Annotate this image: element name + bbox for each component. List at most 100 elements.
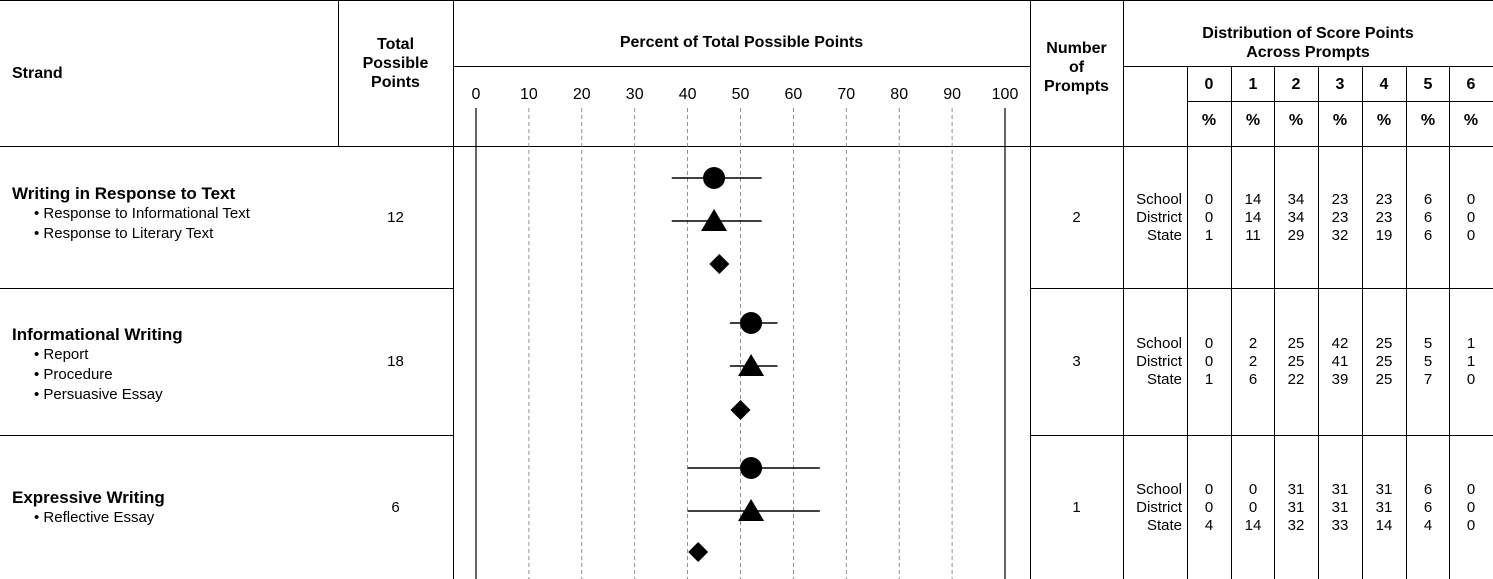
distribution-header: Distribution of Score Points Across Prom… <box>1202 25 1414 61</box>
distribution-cell: 1 <box>1204 371 1214 388</box>
distribution-cell: 7 <box>1423 371 1433 388</box>
diamond-marker <box>688 542 709 562</box>
distribution-cell: 14 <box>1244 516 1262 534</box>
distribution-cell: 23 <box>1375 190 1393 208</box>
distribution-cell: 0 <box>1204 335 1214 352</box>
total-points-value: 6 <box>391 498 400 516</box>
distribution-cell: 5 <box>1423 353 1433 370</box>
prompts-value: 2 <box>1072 208 1081 226</box>
strand-subitem: • Response to Literary Text <box>34 225 214 242</box>
score-header-0: 0 <box>1204 76 1214 93</box>
distribution-cell: 31 <box>1287 480 1305 498</box>
distribution-cell: 2 <box>1248 353 1258 370</box>
score-pct-header-4: % <box>1376 112 1392 129</box>
distribution-cell: 1 <box>1204 226 1214 244</box>
triangle-marker <box>738 499 765 521</box>
distribution-cell: 0 <box>1466 516 1476 534</box>
distribution-cell: 39 <box>1331 371 1349 388</box>
total-points-value: 18 <box>387 353 404 370</box>
distribution-cell: 0 <box>1204 208 1214 226</box>
score-pct-header-6: % <box>1463 112 1479 129</box>
score-header-4: 4 <box>1379 76 1389 93</box>
prompts-value: 3 <box>1072 353 1081 370</box>
strand-subitem: • Persuasive Essay <box>34 386 163 403</box>
distribution-cell: 32 <box>1287 516 1305 534</box>
prompts-header: Number of Prompts <box>1044 40 1109 95</box>
distribution-cell: 1 <box>1466 335 1476 352</box>
x-tick-label: 40 <box>679 86 697 103</box>
distribution-cell: 23 <box>1331 190 1349 208</box>
circle-marker <box>740 457 763 479</box>
x-tick-label: 70 <box>837 86 855 103</box>
score-header-1: 1 <box>1248 76 1258 93</box>
distribution-cell: 0 <box>1466 208 1476 226</box>
distribution-cell: 14 <box>1375 516 1393 534</box>
distribution-cell: 25 <box>1287 353 1305 370</box>
distribution-cell: 33 <box>1331 516 1349 534</box>
distribution-cell: 23 <box>1331 208 1349 226</box>
total-points-header: Total Possible Points <box>362 36 429 91</box>
circle-marker <box>703 167 726 189</box>
x-tick-label: 90 <box>943 86 961 103</box>
distribution-cell: 4 <box>1423 516 1433 534</box>
score-header-5: 5 <box>1423 76 1433 93</box>
strand-subitem: • Report <box>34 346 89 363</box>
x-tick-label: 60 <box>785 86 803 103</box>
distribution-cell: 0 <box>1466 190 1476 208</box>
x-tick-label: 30 <box>626 86 644 103</box>
distribution-cell: 6 <box>1248 371 1258 388</box>
x-tick-label: 10 <box>520 86 538 103</box>
distribution-cell: 0 <box>1466 226 1476 244</box>
x-tick-label: 80 <box>890 86 908 103</box>
distribution-cell: 0 <box>1248 498 1258 516</box>
distribution-cell: 0 <box>1466 480 1476 498</box>
level-label: District <box>1136 208 1182 226</box>
level-label: State <box>1146 226 1182 244</box>
level-label: State <box>1146 371 1182 388</box>
triangle-marker <box>738 354 765 376</box>
x-tick-label: 50 <box>732 86 750 103</box>
distribution-cell: 14 <box>1244 190 1262 208</box>
triangle-marker <box>701 209 728 231</box>
distribution-cell: 6 <box>1423 480 1433 498</box>
circle-marker <box>740 312 763 334</box>
distribution-cell: 19 <box>1375 226 1393 244</box>
level-label: District <box>1136 353 1182 370</box>
strand-subitem: • Response to Informational Text <box>34 205 250 222</box>
distribution-cell: 31 <box>1331 480 1349 498</box>
distribution-cell: 0 <box>1204 498 1214 516</box>
distribution-cell: 25 <box>1375 335 1393 352</box>
distribution-cell: 31 <box>1375 480 1393 498</box>
distribution-cell: 14 <box>1244 208 1262 226</box>
score-pct-header-3: % <box>1332 112 1348 129</box>
distribution-cell: 6 <box>1423 226 1433 244</box>
distribution-cell: 0 <box>1466 498 1476 516</box>
strand-subitem: • Procedure <box>34 366 113 383</box>
distribution-cell: 31 <box>1331 498 1349 516</box>
total-points-value: 12 <box>387 208 404 226</box>
strand-title: Expressive Writing <box>12 488 165 507</box>
distribution-cell: 5 <box>1423 335 1433 352</box>
distribution-cell: 6 <box>1423 208 1433 226</box>
score-pct-header-5: % <box>1420 112 1436 129</box>
score-pct-header-0: % <box>1201 112 1217 129</box>
distribution-cell: 25 <box>1287 335 1305 352</box>
distribution-cell: 25 <box>1375 353 1393 370</box>
distribution-cell: 6 <box>1423 190 1433 208</box>
diamond-marker <box>709 254 730 274</box>
score-header-3: 3 <box>1335 76 1345 93</box>
distribution-cell: 34 <box>1287 190 1305 208</box>
percent-header: Percent of Total Possible Points <box>619 34 864 51</box>
level-label: School <box>1136 335 1182 352</box>
distribution-cell: 42 <box>1331 335 1349 352</box>
distribution-cell: 31 <box>1375 498 1393 516</box>
distribution-cell: 32 <box>1331 226 1349 244</box>
prompts-value: 1 <box>1072 498 1081 516</box>
score-header-6: 6 <box>1466 76 1476 93</box>
distribution-cell: 41 <box>1331 353 1349 370</box>
level-label: State <box>1146 516 1182 534</box>
distribution-cell: 11 <box>1245 226 1261 244</box>
x-tick-label: 0 <box>472 86 481 103</box>
